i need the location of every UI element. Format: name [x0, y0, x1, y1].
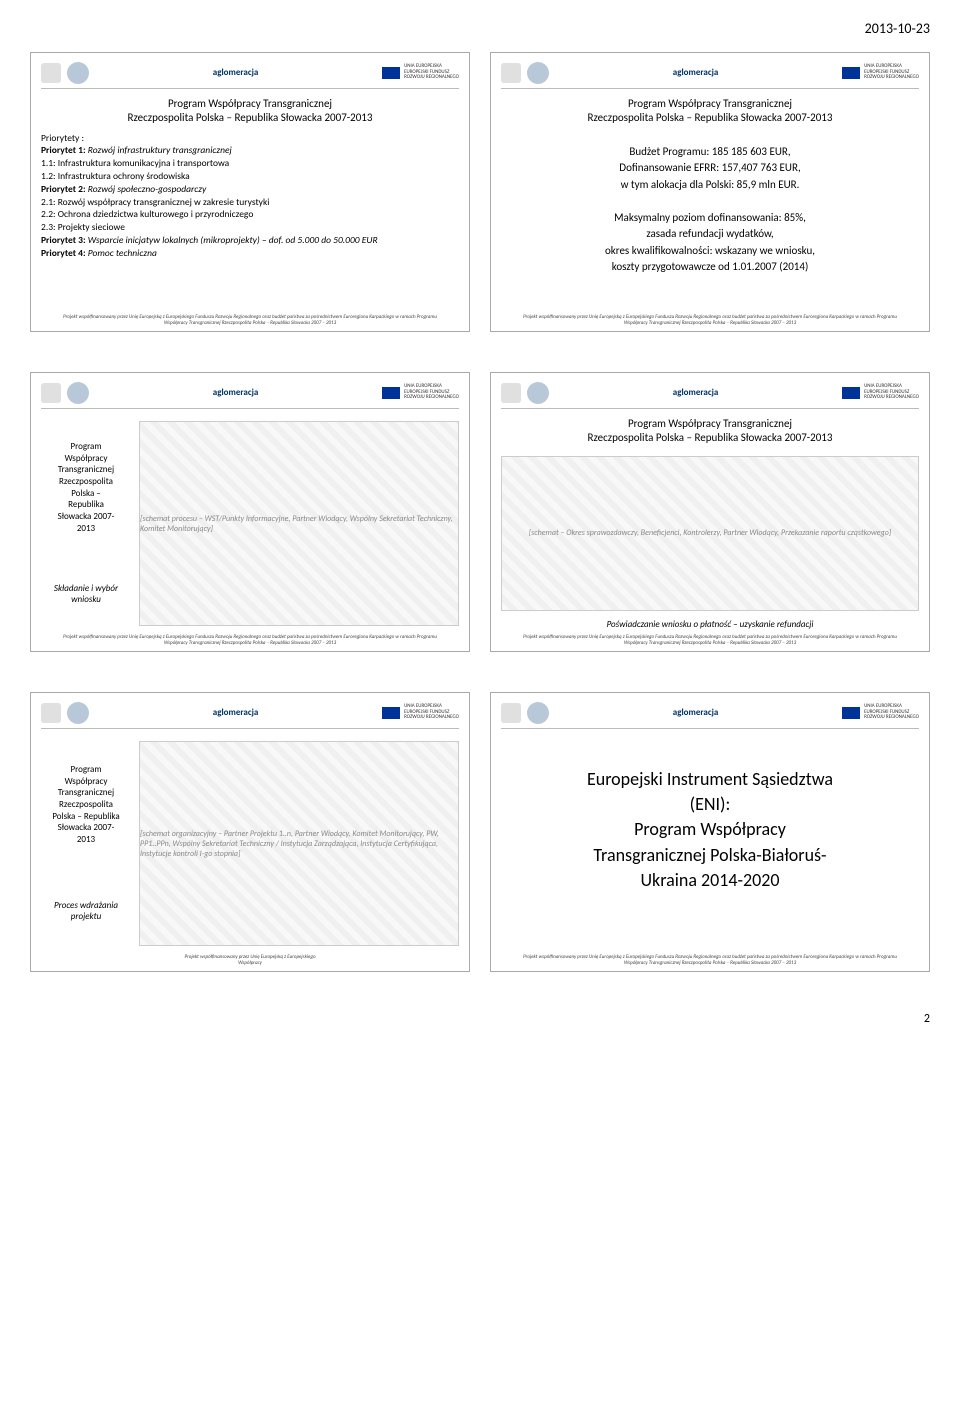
- eu-flag-icon: [842, 67, 860, 79]
- eu-flag-icon: [842, 707, 860, 719]
- slide-3-side: Program Współpracy Transgranicznej Rzecz…: [41, 417, 131, 630]
- slide-5: aglomeracja UNIA EUROPEJSKAEUROPEJSKI FU…: [30, 692, 470, 972]
- slide-2: aglomeracja UNIA EUROPEJSKA EUROPEJSKI F…: [490, 52, 930, 332]
- slide-3: aglomeracja UNIA EUROPEJSKAEUROPEJSKI FU…: [30, 372, 470, 652]
- aglomeracja-logo: aglomeracja: [213, 67, 259, 78]
- logo-icon: [41, 383, 61, 403]
- slide-2-content: Budżet Programu: 185 185 603 EUR, Dofina…: [501, 144, 919, 276]
- eu-flag-icon: [382, 387, 400, 399]
- slide-4-title: Program Współpracy Transgranicznej Rzecz…: [501, 417, 919, 446]
- karpacki-logo-icon: [67, 382, 89, 404]
- karpacki-logo-icon: [527, 702, 549, 724]
- row-3: aglomeracja UNIA EUROPEJSKAEUROPEJSKI FU…: [30, 692, 930, 972]
- slide-header: aglomeracja UNIA EUROPEJSKA EUROPEJSKI F…: [41, 61, 459, 89]
- karpacki-logo-icon: [67, 702, 89, 724]
- eu-logo: UNIA EUROPEJSKA EUROPEJSKI FUNDUSZ ROZWO…: [382, 64, 459, 81]
- eu-flag-icon: [382, 707, 400, 719]
- slide-footer: Projekt współfinansowany przez Unię Euro…: [41, 630, 459, 646]
- row-2: aglomeracja UNIA EUROPEJSKAEUROPEJSKI FU…: [30, 372, 930, 652]
- slide-footer: Projekt współfinansowany przez Unię Euro…: [41, 310, 459, 326]
- slide-header: aglomeracja UNIA EUROPEJSKA EUROPEJSKI F…: [501, 61, 919, 89]
- eu-logo: UNIA EUROPEJSKA EUROPEJSKI FUNDUSZ ROZWO…: [842, 64, 919, 81]
- logo-icon: [41, 63, 61, 83]
- org-diagram: [schemat organizacyjny – Partner Projekt…: [139, 741, 459, 946]
- page-number: 2: [30, 1012, 930, 1026]
- slide-5-side: Program Współpracy Transgranicznej Rzecz…: [41, 737, 131, 950]
- slide-1-title: Program Współpracy Transgranicznej Rzecz…: [41, 97, 459, 126]
- refund-diagram: [schemat – Okres sprawozdawczy, Beneficj…: [501, 456, 919, 611]
- slide-4-note: Poświadczanie wniosku o płatność – uzysk…: [501, 619, 919, 630]
- eu-text-3: ROZWOJU REGIONALNEGO: [404, 75, 459, 81]
- page-date: 2013-10-23: [30, 20, 930, 37]
- eu-flag-icon: [842, 387, 860, 399]
- aglomeracja-logo: aglomeracja: [673, 67, 719, 78]
- karpacki-logo-icon: [527, 382, 549, 404]
- slide-6-title: Europejski Instrument Sąsiedztwa (ENI): …: [501, 767, 919, 893]
- slide-2-title: Program Współpracy Transgranicznej Rzecz…: [501, 97, 919, 126]
- aglomeracja-logo: aglomeracja: [213, 387, 259, 398]
- karpacki-logo-icon: [527, 62, 549, 84]
- logo-icon: [501, 63, 521, 83]
- slide-1-content: Priorytety : Priorytet 1: Rozwój infrast…: [41, 132, 459, 260]
- aglomeracja-logo: aglomeracja: [673, 387, 719, 398]
- logo-icon: [501, 383, 521, 403]
- row-1: aglomeracja UNIA EUROPEJSKA EUROPEJSKI F…: [30, 52, 930, 332]
- logo-icon: [41, 703, 61, 723]
- slide-footer: Projekt współfinansowany przez Unię Euro…: [501, 950, 919, 966]
- slide-footer: Projekt współfinansowany przez Unię Euro…: [41, 950, 459, 966]
- slide-4: aglomeracja UNIA EUROPEJSKAEUROPEJSKI FU…: [490, 372, 930, 652]
- aglomeracja-logo: aglomeracja: [673, 707, 719, 718]
- slide-6: aglomeracja UNIA EUROPEJSKAEUROPEJSKI FU…: [490, 692, 930, 972]
- logo-icon: [501, 703, 521, 723]
- karpacki-logo-icon: [67, 62, 89, 84]
- slide-footer: Projekt współfinansowany przez Unię Euro…: [501, 310, 919, 326]
- aglomeracja-logo: aglomeracja: [213, 707, 259, 718]
- slide-1: aglomeracja UNIA EUROPEJSKA EUROPEJSKI F…: [30, 52, 470, 332]
- eu-flag-icon: [382, 67, 400, 79]
- slide-footer: Projekt współfinansowany przez Unię Euro…: [501, 630, 919, 646]
- process-diagram: [schemat procesu – WST/Punkty Informacyj…: [139, 421, 459, 626]
